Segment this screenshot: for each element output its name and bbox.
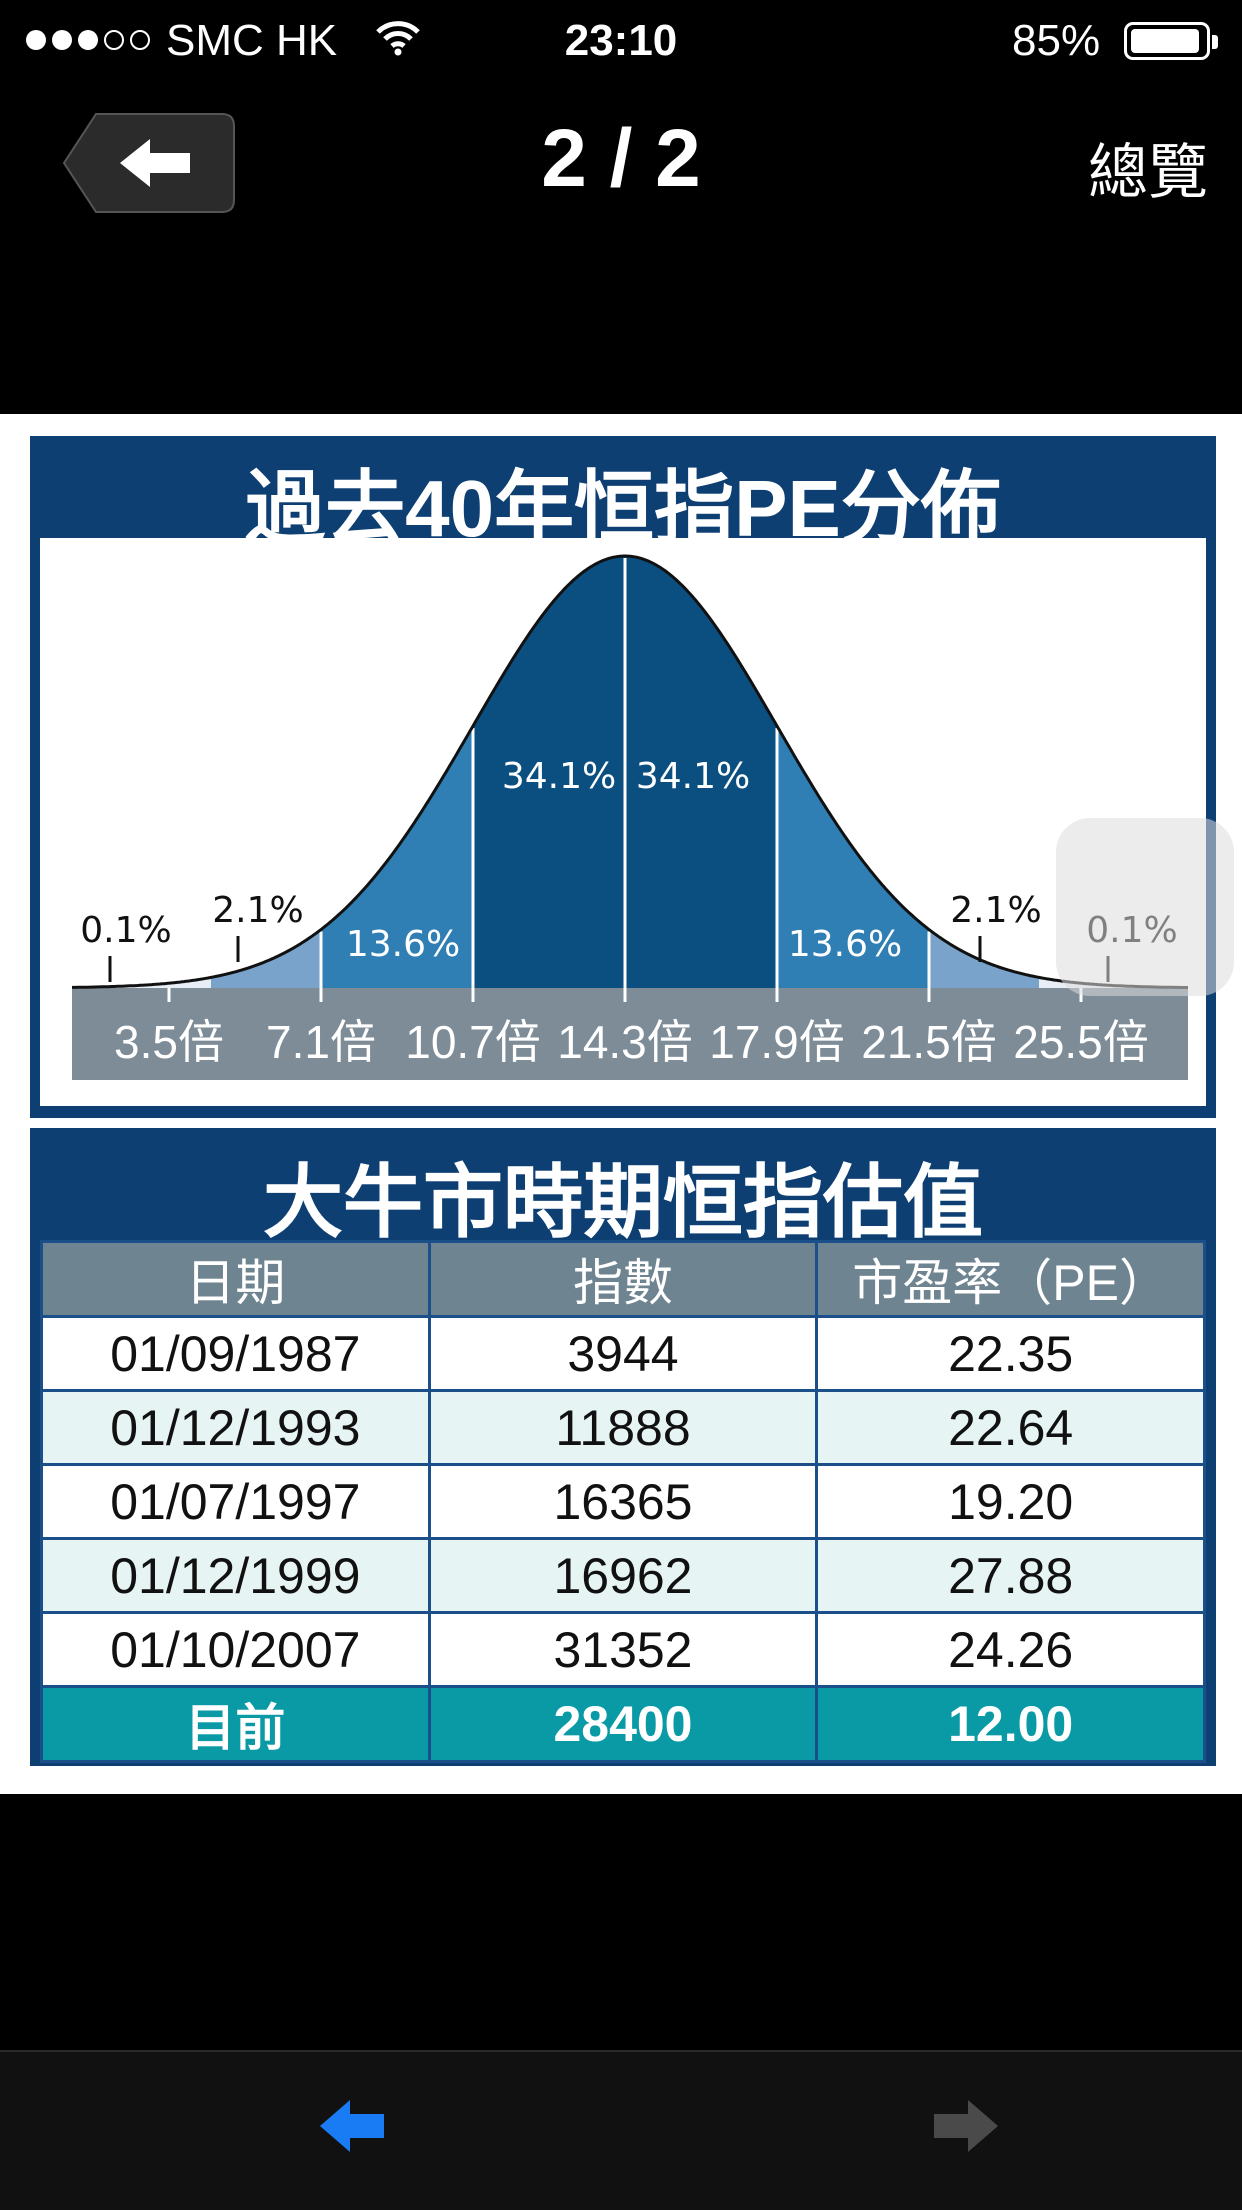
cell-pe: 22.64 — [815, 1389, 1206, 1466]
page-indicator: 2 / 2 — [541, 113, 701, 204]
x-axis-band — [72, 988, 1188, 1080]
tick-label: 3.5倍 — [114, 1016, 224, 1068]
cell-index: 16365 — [427, 1463, 819, 1540]
signal-strength-icon — [26, 30, 150, 50]
bell-curve-line — [72, 554, 1188, 989]
status-bar: SMC HK 23:10 85% — [0, 0, 1242, 84]
cell-date: 01/10/2007 — [40, 1611, 431, 1688]
bull-market-panel: 大牛市時期恒指估值 日期 指數 市盈率（PE） 01/09/1987 3944 … — [30, 1128, 1216, 1766]
cell-date: 01/09/1987 — [40, 1315, 431, 1392]
cell-index: 31352 — [427, 1611, 819, 1688]
cell-date: 01/12/1999 — [40, 1537, 431, 1614]
table-row: 01/12/1993 11888 22.64 — [40, 1389, 1206, 1466]
outer-percent-label: 2.1% — [212, 890, 303, 931]
segment-percent-label: 34.1% — [502, 756, 616, 797]
segment-percent-label: 13.6% — [346, 924, 460, 965]
cell-current-label: 目前 — [40, 1685, 431, 1763]
valuation-table: 日期 指數 市盈率（PE） 01/09/1987 3944 22.35 01/1… — [40, 1240, 1206, 1763]
table-row: 01/09/1987 3944 22.35 — [40, 1315, 1206, 1392]
cell-current-index: 28400 — [427, 1685, 819, 1763]
pe-distribution-chart: 3.5倍 7.1倍 10.7倍 14.3倍 17.9倍 21.5倍 25.5倍 34.1% 34… — [72, 554, 1188, 1080]
outer-percent-label: 0.1% — [80, 910, 171, 951]
table-row: 01/12/1999 16962 27.88 — [40, 1537, 1206, 1614]
tick-label: 17.9倍 — [709, 1016, 845, 1068]
carrier-name: SMC HK — [166, 16, 338, 65]
cell-pe: 27.88 — [815, 1537, 1206, 1614]
chart-area: 3.5倍 7.1倍 10.7倍 14.3倍 17.9倍 21.5倍 25.5倍 34.1% 34… — [40, 538, 1206, 1106]
table-row: 01/10/2007 31352 24.26 — [40, 1611, 1206, 1688]
current-row: 目前 28400 12.00 — [40, 1685, 1206, 1763]
segment-percent-label: 13.6% — [788, 924, 902, 965]
overview-button[interactable]: 總覽 — [1088, 139, 1208, 206]
tick-label: 21.5倍 — [861, 1016, 997, 1068]
pe-distribution-panel: 過去40年恒指PE分佈 3.5倍 7.1倍 10.7倍 14.3倍 17.9倍 21.5倍… — [30, 436, 1216, 1118]
tick-label: 25.5倍 — [1013, 1016, 1149, 1068]
outer-percent-label: 2.1% — [950, 890, 1041, 931]
content-image: 過去40年恒指PE分佈 3.5倍 7.1倍 10.7倍 14.3倍 17.9倍 21.5倍… — [0, 414, 1242, 1794]
tick-label: 7.1倍 — [266, 1016, 376, 1068]
cell-index: 16962 — [427, 1537, 819, 1614]
header-index: 指數 — [427, 1240, 819, 1318]
back-button[interactable] — [62, 112, 236, 214]
cell-pe: 19.20 — [815, 1463, 1206, 1540]
battery-icon — [1124, 22, 1218, 60]
cell-pe: 22.35 — [815, 1315, 1206, 1392]
cell-index: 3944 — [427, 1315, 819, 1392]
bottom-toolbar — [0, 2050, 1242, 2210]
battery-percent: 85% — [1012, 16, 1101, 65]
table-header-row: 日期 指數 市盈率（PE） — [40, 1240, 1206, 1318]
prev-arrow-icon[interactable] — [316, 2096, 388, 2156]
wifi-icon — [376, 21, 420, 56]
segment-area-0 — [211, 929, 321, 988]
status-time: 23:10 — [564, 16, 678, 65]
header-date: 日期 — [40, 1240, 431, 1318]
cell-date: 01/07/1997 — [40, 1463, 431, 1540]
next-arrow-icon[interactable] — [930, 2096, 1002, 2156]
table-row: 01/07/1997 16365 19.20 — [40, 1463, 1206, 1540]
tick-label: 14.3倍 — [557, 1016, 693, 1068]
cell-date: 01/12/1993 — [40, 1389, 431, 1466]
cell-index: 11888 — [427, 1389, 819, 1466]
back-arrow-icon — [62, 113, 235, 213]
table-title: 大牛市時期恒指估值 — [263, 1158, 983, 1247]
segment-area-5 — [929, 929, 1039, 988]
segment-percent-label: 34.1% — [636, 756, 750, 797]
assistive-touch-button[interactable] — [1056, 818, 1234, 996]
cell-pe: 24.26 — [815, 1611, 1206, 1688]
cell-current-pe: 12.00 — [815, 1685, 1206, 1763]
header-pe: 市盈率（PE） — [815, 1240, 1206, 1318]
tick-label: 10.7倍 — [405, 1016, 541, 1068]
